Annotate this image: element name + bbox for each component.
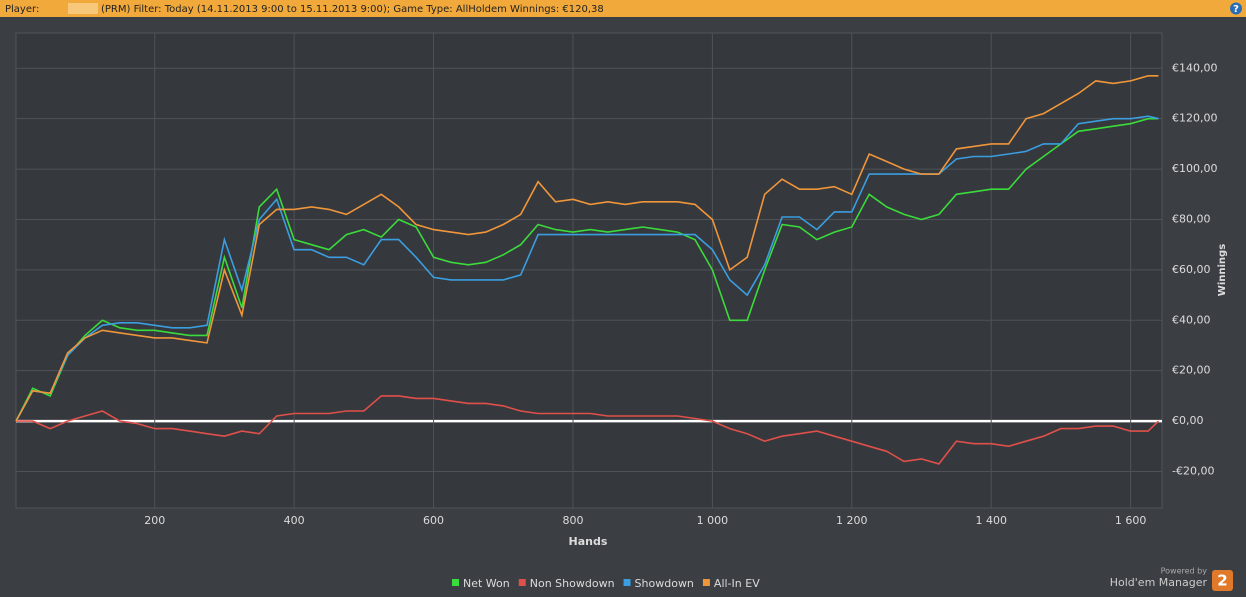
y-tick-label: €140,00	[1172, 61, 1218, 74]
y-tick-label: €0,00	[1172, 414, 1204, 427]
help-icon[interactable]	[1230, 2, 1242, 15]
grid	[16, 33, 1162, 508]
legend-swatch	[452, 579, 459, 586]
y-tick-label: €120,00	[1172, 112, 1218, 125]
lines	[15, 75, 1160, 465]
header: Player: (PRM) Filter: Today (14.11.2013 …	[0, 0, 1246, 17]
x-tick-label: 800	[562, 514, 583, 527]
y-tick-label: -€20,00	[1172, 464, 1214, 477]
header-bar	[0, 0, 1246, 17]
series-line	[16, 395, 1160, 465]
series-line	[15, 115, 1159, 422]
series-line	[15, 117, 1159, 422]
legend-swatch	[518, 579, 526, 586]
x-tick-label: 600	[423, 514, 444, 527]
x-tick-label: 1 400	[975, 514, 1007, 527]
legend-label: Non Showdown	[530, 577, 615, 590]
help-text[interactable]: ?	[1233, 4, 1239, 15]
plot-area	[15, 32, 1163, 509]
legend-swatch	[702, 579, 710, 586]
player-label: Player:	[5, 4, 39, 15]
x-tick-label: 200	[144, 514, 165, 527]
powered-by: Powered by	[1161, 567, 1208, 576]
legend-label: All-In EV	[714, 577, 760, 590]
x-tick-label: 1 600	[1115, 514, 1147, 527]
y-axis-label: Winnings	[1217, 244, 1228, 296]
logo-text: 2	[1217, 572, 1227, 590]
x-tick-label: 1 200	[836, 514, 868, 527]
x-tick-label: 1 000	[697, 514, 729, 527]
x-axis-label: Hands	[569, 535, 608, 548]
series-line	[15, 75, 1159, 422]
filter-text: (PRM) Filter: Today (14.11.2013 9:00 to …	[101, 4, 604, 15]
y-tick-label: €20,00	[1172, 364, 1211, 377]
y-tick-label: €60,00	[1172, 263, 1211, 276]
y-tick-label: €100,00	[1172, 162, 1218, 175]
y-tick-label: €80,00	[1172, 212, 1211, 225]
brand: Hold'em Manager	[1110, 576, 1208, 589]
legend-label: Showdown	[635, 577, 694, 590]
y-tick-label: €40,00	[1172, 313, 1211, 326]
x-tick-label: 400	[284, 514, 305, 527]
legend-swatch	[623, 579, 631, 586]
logo	[1212, 570, 1233, 591]
player-name-mask	[68, 3, 98, 14]
legend: Net Won Non Showdown Showdown All-In EV	[452, 577, 760, 590]
legend-label: Net Won	[463, 577, 510, 590]
